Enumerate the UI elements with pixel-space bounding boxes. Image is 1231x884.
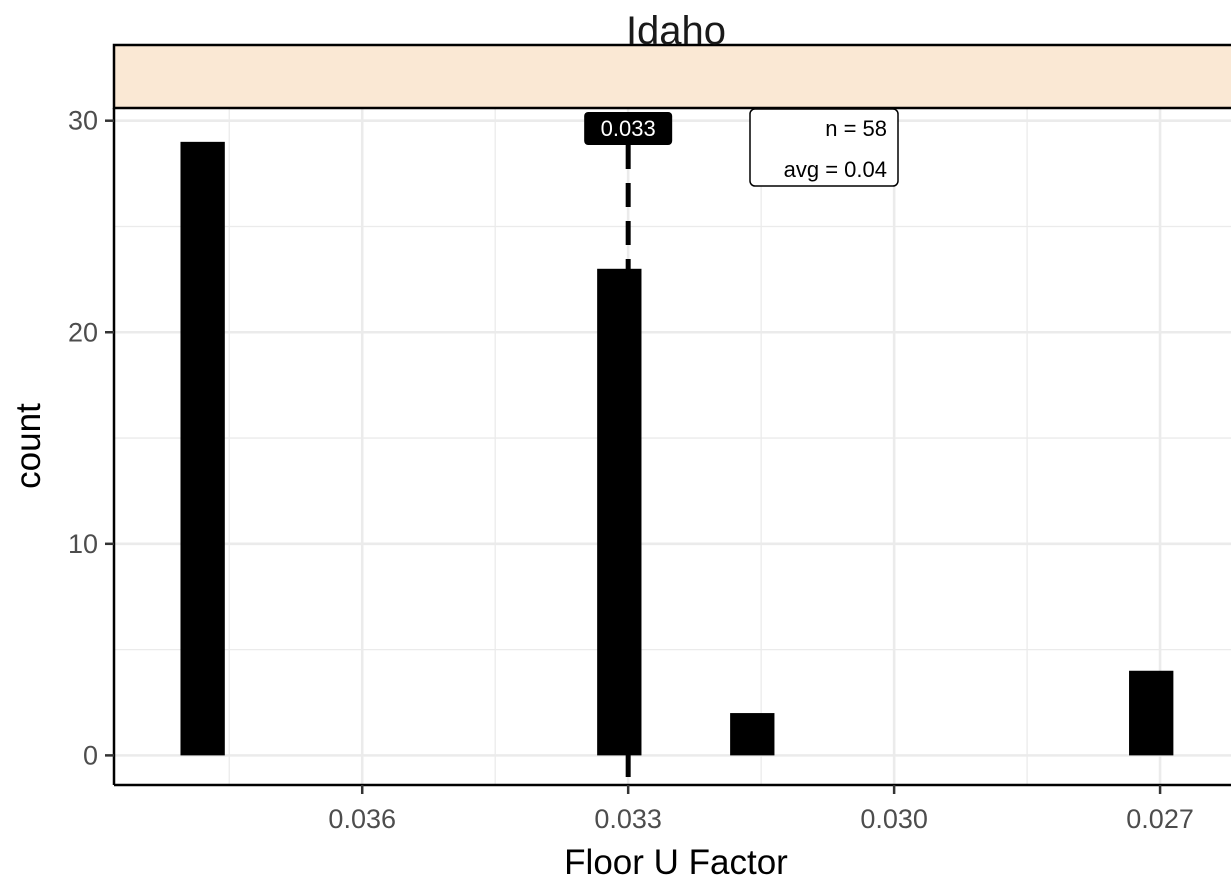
histogram-bar [180, 141, 225, 756]
minor-gridlines [114, 108, 1231, 785]
summary-avg-label: avg = 0.04 [784, 157, 887, 182]
x-tick-label: 0.033 [594, 804, 662, 834]
reference-line-label-text: 0.033 [601, 116, 656, 141]
histogram-bar [730, 713, 775, 756]
panel-background [114, 108, 1231, 785]
histogram-bar [1129, 670, 1174, 756]
reference-line-label: 0.033 [584, 112, 673, 145]
reference-line-label-background [584, 112, 673, 145]
summary-annotation-box [749, 108, 899, 187]
y-tick-label: 10 [68, 529, 98, 559]
facet-strip-background [112, 43, 1231, 110]
bars [180, 141, 1174, 756]
x-axis: 0.036 0.033 0.030 0.027 [328, 785, 1194, 834]
histogram-bar [597, 268, 642, 756]
y-axis: 0 10 20 30 [68, 106, 114, 770]
facet-title: Idaho [626, 9, 726, 53]
y-axis-title: count [9, 403, 48, 489]
x-tick-label: 0.030 [860, 804, 928, 834]
x-tick-label: 0.036 [328, 804, 396, 834]
y-tick-label: 20 [68, 317, 98, 347]
y-tick-label: 30 [68, 106, 98, 136]
facet-strip: Idaho [112, 9, 1231, 110]
y-tick-label: 0 [83, 740, 98, 770]
summary-annotation: n = 58 avg = 0.04 [749, 108, 899, 187]
summary-n-label: n = 58 [825, 116, 887, 141]
x-tick-label: 0.027 [1126, 804, 1194, 834]
x-axis-title: Floor U Factor [564, 843, 788, 882]
